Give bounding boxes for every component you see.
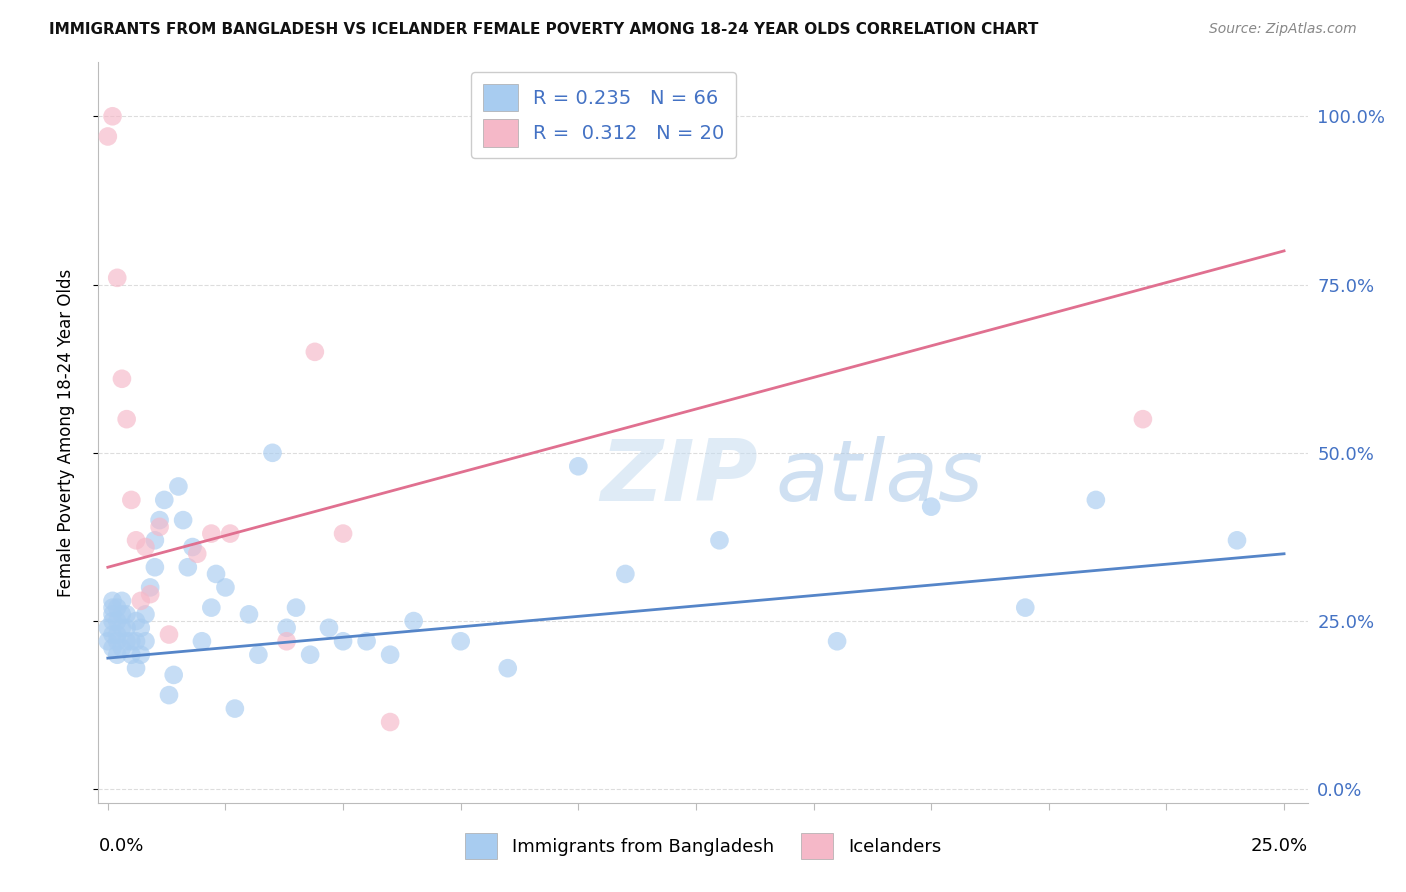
- Point: [129, 621, 152, 635]
- Text: 25.0%: 25.0%: [1250, 837, 1308, 855]
- Point: [219, 526, 242, 541]
- Point: [304, 344, 326, 359]
- Point: [134, 540, 156, 554]
- Text: IMMIGRANTS FROM BANGLADESH VS ICELANDER FEMALE POVERTY AMONG 18-24 YEAR OLDS COR: IMMIGRANTS FROM BANGLADESH VS ICELANDER …: [49, 22, 1039, 37]
- Point: [496, 661, 519, 675]
- Point: [402, 614, 425, 628]
- Point: [356, 634, 378, 648]
- Point: [153, 492, 176, 507]
- Point: [97, 129, 120, 144]
- Point: [276, 621, 298, 635]
- Point: [378, 648, 401, 662]
- Point: [224, 701, 246, 715]
- Point: [111, 621, 134, 635]
- Point: [285, 600, 308, 615]
- Point: [920, 500, 942, 514]
- Point: [139, 581, 162, 595]
- Point: [709, 533, 731, 548]
- Point: [134, 634, 156, 648]
- Point: [450, 634, 472, 648]
- Point: [332, 634, 354, 648]
- Point: [149, 513, 172, 527]
- Point: [214, 581, 236, 595]
- Point: [101, 600, 124, 615]
- Point: [378, 714, 401, 729]
- Point: [1226, 533, 1249, 548]
- Point: [247, 648, 270, 662]
- Point: [157, 688, 180, 702]
- Point: [120, 492, 142, 507]
- Text: ZIP: ZIP: [600, 435, 758, 518]
- Point: [125, 661, 148, 675]
- Point: [139, 587, 162, 601]
- Point: [111, 372, 134, 386]
- Point: [105, 614, 128, 628]
- Point: [200, 526, 222, 541]
- Point: [105, 627, 128, 641]
- Point: [299, 648, 322, 662]
- Point: [120, 648, 142, 662]
- Point: [111, 607, 134, 622]
- Point: [101, 640, 124, 655]
- Point: [129, 648, 152, 662]
- Point: [125, 634, 148, 648]
- Point: [105, 634, 128, 648]
- Point: [200, 600, 222, 615]
- Point: [101, 607, 124, 622]
- Point: [143, 560, 166, 574]
- Point: [332, 526, 354, 541]
- Point: [101, 627, 124, 641]
- Y-axis label: Female Poverty Among 18-24 Year Olds: Female Poverty Among 18-24 Year Olds: [56, 268, 75, 597]
- Point: [111, 594, 134, 608]
- Point: [1014, 600, 1036, 615]
- Point: [181, 540, 204, 554]
- Point: [101, 614, 124, 628]
- Point: [115, 607, 138, 622]
- Point: [115, 412, 138, 426]
- Point: [567, 459, 589, 474]
- Point: [115, 634, 138, 648]
- Point: [186, 547, 208, 561]
- Point: [97, 634, 120, 648]
- Point: [101, 594, 124, 608]
- Point: [1132, 412, 1154, 426]
- Text: Source: ZipAtlas.com: Source: ZipAtlas.com: [1209, 22, 1357, 37]
- Text: 0.0%: 0.0%: [98, 837, 143, 855]
- Point: [115, 621, 138, 635]
- Point: [143, 533, 166, 548]
- Point: [105, 270, 128, 285]
- Text: atlas: atlas: [776, 435, 984, 518]
- Point: [149, 520, 172, 534]
- Point: [157, 627, 180, 641]
- Point: [167, 479, 190, 493]
- Point: [101, 109, 124, 123]
- Point: [105, 600, 128, 615]
- Point: [134, 607, 156, 622]
- Point: [318, 621, 340, 635]
- Point: [191, 634, 214, 648]
- Point: [614, 566, 637, 581]
- Point: [125, 614, 148, 628]
- Point: [238, 607, 260, 622]
- Point: [105, 648, 128, 662]
- Point: [262, 446, 284, 460]
- Legend: Immigrants from Bangladesh, Icelanders: Immigrants from Bangladesh, Icelanders: [456, 824, 950, 868]
- Point: [163, 668, 186, 682]
- Point: [1084, 492, 1107, 507]
- Point: [97, 621, 120, 635]
- Point: [205, 566, 228, 581]
- Point: [177, 560, 200, 574]
- Point: [129, 594, 152, 608]
- Point: [125, 533, 148, 548]
- Point: [172, 513, 194, 527]
- Point: [111, 640, 134, 655]
- Point: [825, 634, 848, 648]
- Point: [276, 634, 298, 648]
- Point: [120, 634, 142, 648]
